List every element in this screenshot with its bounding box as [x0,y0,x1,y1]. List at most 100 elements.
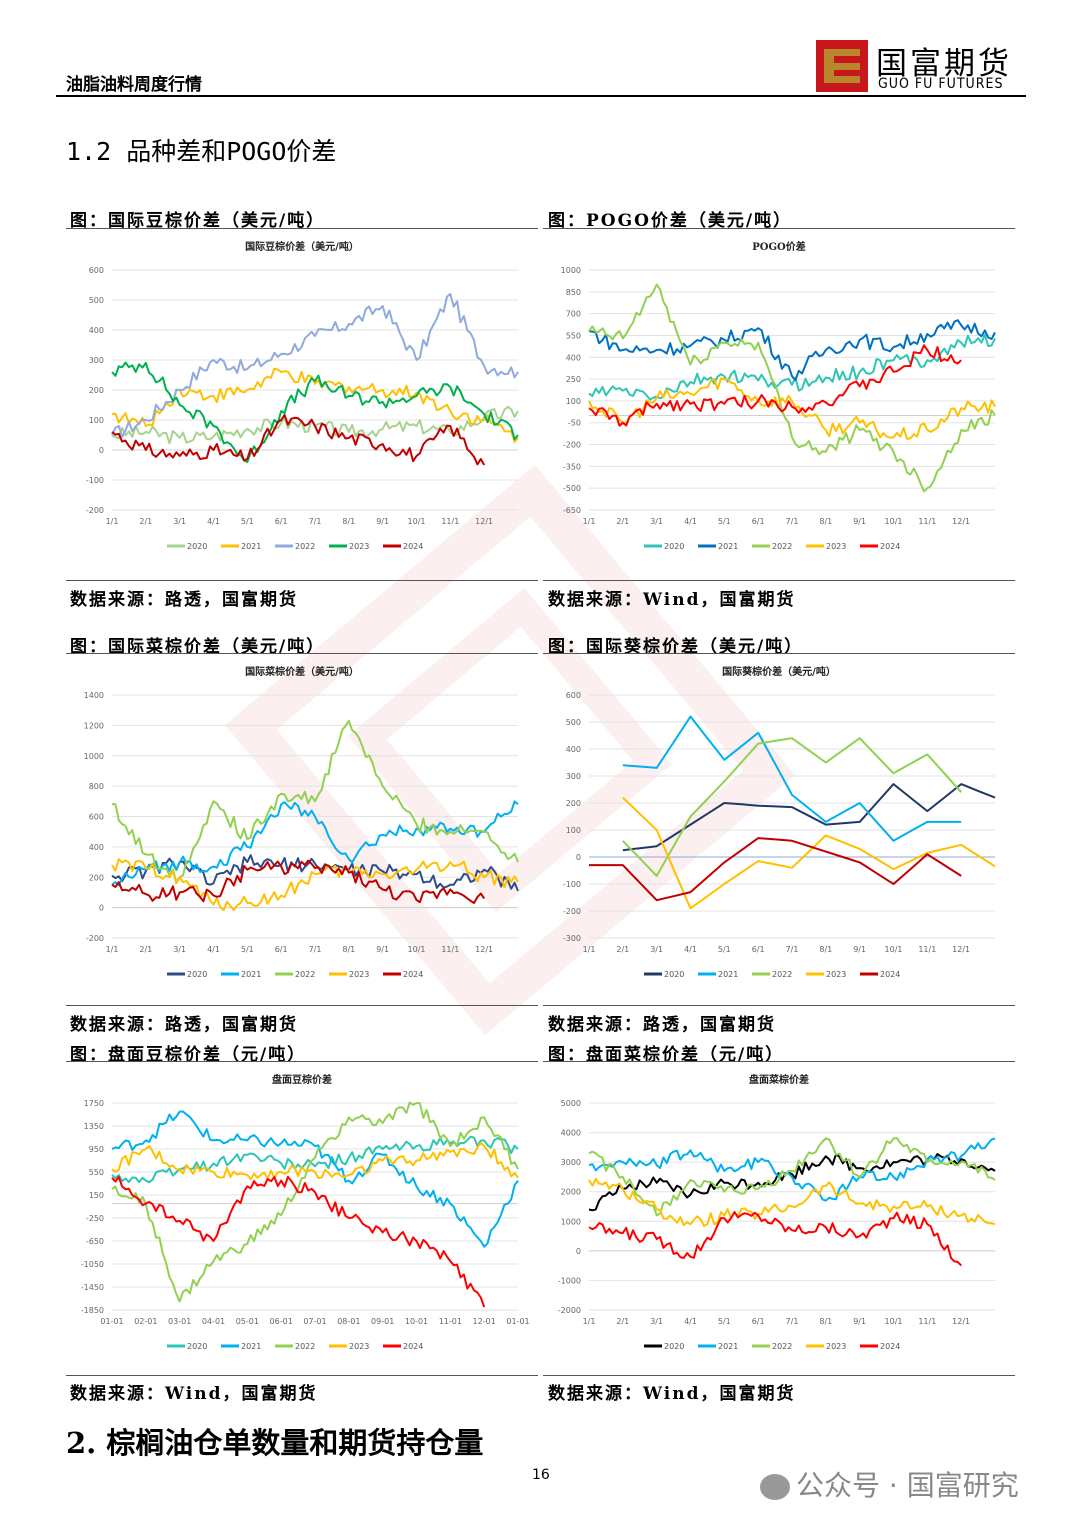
legend-label: 2020 [664,1342,684,1351]
legend-label: 2020 [187,542,207,551]
y-tick-label: 1400 [84,691,104,700]
chart-futures-rapeseed-palm-spread: 盘面菜棕价差 5000 4000 3000 2000 1000 0 -1000 -20001/1… [558,1073,996,1351]
x-tick-label: 1/1 [583,945,596,954]
y-tick-label: 600 [89,266,104,275]
y-tick-label: 500 [89,296,104,305]
x-tick-label: 9/1 [376,945,389,954]
series-line-2024 [111,1175,486,1308]
x-tick-label: 10-01 [405,1317,428,1326]
y-tick-label: 0 [99,446,104,455]
y-tick-label: -200 [86,934,104,943]
x-tick-label: 10/1 [885,945,903,954]
x-tick-label: 3/1 [650,517,663,526]
y-tick-label: 0 [576,1247,581,1256]
x-tick-label: 6/1 [275,945,288,954]
wechat-watermark: 公众号 · 国富研究 [760,1464,1019,1504]
y-tick-label: 1000 [84,752,104,761]
series-line-2023 [622,796,996,910]
x-tick-label: 1/1 [583,517,596,526]
page-number: 16 [532,1467,550,1483]
figure-caption-soy-palm: 图：国际豆棕价差（美元/吨） [70,211,326,231]
y-tick-label: 600 [89,813,104,822]
x-tick-label: 04-01 [202,1317,225,1326]
figure-caption-sunflower-palm: 图：国际葵棕价差（美元/吨） [548,637,804,657]
legend-label: 2023 [349,542,369,551]
x-tick-label: 03-01 [168,1317,191,1326]
logo-chinese-name: 国富期货 [876,46,1012,82]
x-tick-label: 10/1 [408,945,426,954]
x-tick-label: 5/1 [718,1317,731,1326]
series-line-2021 [111,1110,519,1248]
series-line-2023 [111,858,519,912]
legend-label: 2022 [772,1342,792,1351]
series-line-2024 [588,1211,962,1267]
x-tick-label: 6/1 [752,1317,765,1326]
caption-rule [66,1061,538,1062]
series-line-2020 [588,333,996,401]
x-tick-label: 12/1 [475,517,493,526]
y-tick-label: 200 [89,873,104,882]
y-tick-label: 400 [566,745,581,754]
x-tick-label: 4/1 [684,945,697,954]
y-tick-label: 0 [99,904,104,913]
legend-label: 2020 [664,970,684,979]
chart-title: POGO价差 [752,240,805,253]
x-tick-label: 8/1 [819,517,832,526]
y-tick-label: 100 [566,826,581,835]
x-tick-label: 4/1 [207,517,220,526]
y-tick-label: 300 [566,772,581,781]
series-line-2022 [622,737,962,877]
legend-label: 2023 [826,1342,846,1351]
x-tick-label: 12-01 [473,1317,496,1326]
x-tick-label: 7/1 [309,517,322,526]
y-tick-label: 5000 [561,1099,581,1108]
x-tick-label: 09-01 [371,1317,394,1326]
series-line-2021 [622,715,962,842]
y-tick-label: 4000 [561,1129,581,1138]
legend-label: 2023 [349,1342,369,1351]
wechat-icon [760,1474,790,1500]
legend-label: 2022 [295,970,315,979]
x-tick-label: 12/1 [475,945,493,954]
y-tick-label: 550 [566,331,581,340]
x-tick-label: 7/1 [786,945,799,954]
caption-rule [66,653,538,654]
y-tick-label: -1850 [81,1306,104,1315]
watermark-text: 公众号 · 国富研究 [796,1469,1019,1502]
legend-label: 2021 [718,1342,738,1351]
y-tick-label: 200 [89,386,104,395]
chart-sunflower-palm-spread: 国际葵棕价差（美元/吨） 600 500 400 300 200 100 0 -100 -200 -… [563,665,996,979]
caption-rule [543,1061,1015,1062]
legend-label: 2020 [187,1342,207,1351]
legend-label: 2023 [349,970,369,979]
chart-rapeseed-palm-spread: 国际菜棕价差（美元/吨） 1400 1200 1000 800 600 400 200 0 -20… [84,665,519,979]
y-tick-label: -100 [563,880,581,889]
x-tick-label: 01-01 [506,1317,529,1326]
chart-soy-palm-spread: 国际豆棕价差（美元/吨）6005004003002001000-100-2001… [86,240,519,551]
x-tick-label: 8/1 [342,517,355,526]
caption-rule [66,228,538,229]
series-line-2022 [111,1101,519,1303]
y-tick-label: 3000 [561,1158,581,1167]
legend-label: 2024 [403,1342,423,1351]
y-tick-label: 1750 [84,1099,104,1108]
y-tick-label: -1000 [558,1276,581,1285]
figure-source-pogo: 数据来源：Wind，国富期货 [548,590,796,610]
x-tick-label: 08-01 [337,1317,360,1326]
series-line-2022 [111,293,519,438]
y-tick-label: 100 [566,397,581,406]
x-tick-label: 11/1 [918,945,936,954]
legend-label: 2021 [718,542,738,551]
series-line-2022 [588,1137,996,1217]
legend-label: 2021 [718,970,738,979]
x-tick-label: 11/1 [918,1317,936,1326]
figure-source-rapeseed-palm: 数据来源：路透，国富期货 [70,1015,298,1035]
y-tick-label: -200 [563,441,581,450]
x-tick-label: 8/1 [819,945,832,954]
legend-label: 2022 [295,542,315,551]
x-tick-label: 01-01 [100,1317,123,1326]
y-tick-label: 100 [89,416,104,425]
series-line-2023 [588,1177,996,1227]
figure-source-sunflower-palm: 数据来源：路透，国富期货 [548,1015,776,1035]
y-tick-label: 150 [89,1191,104,1200]
